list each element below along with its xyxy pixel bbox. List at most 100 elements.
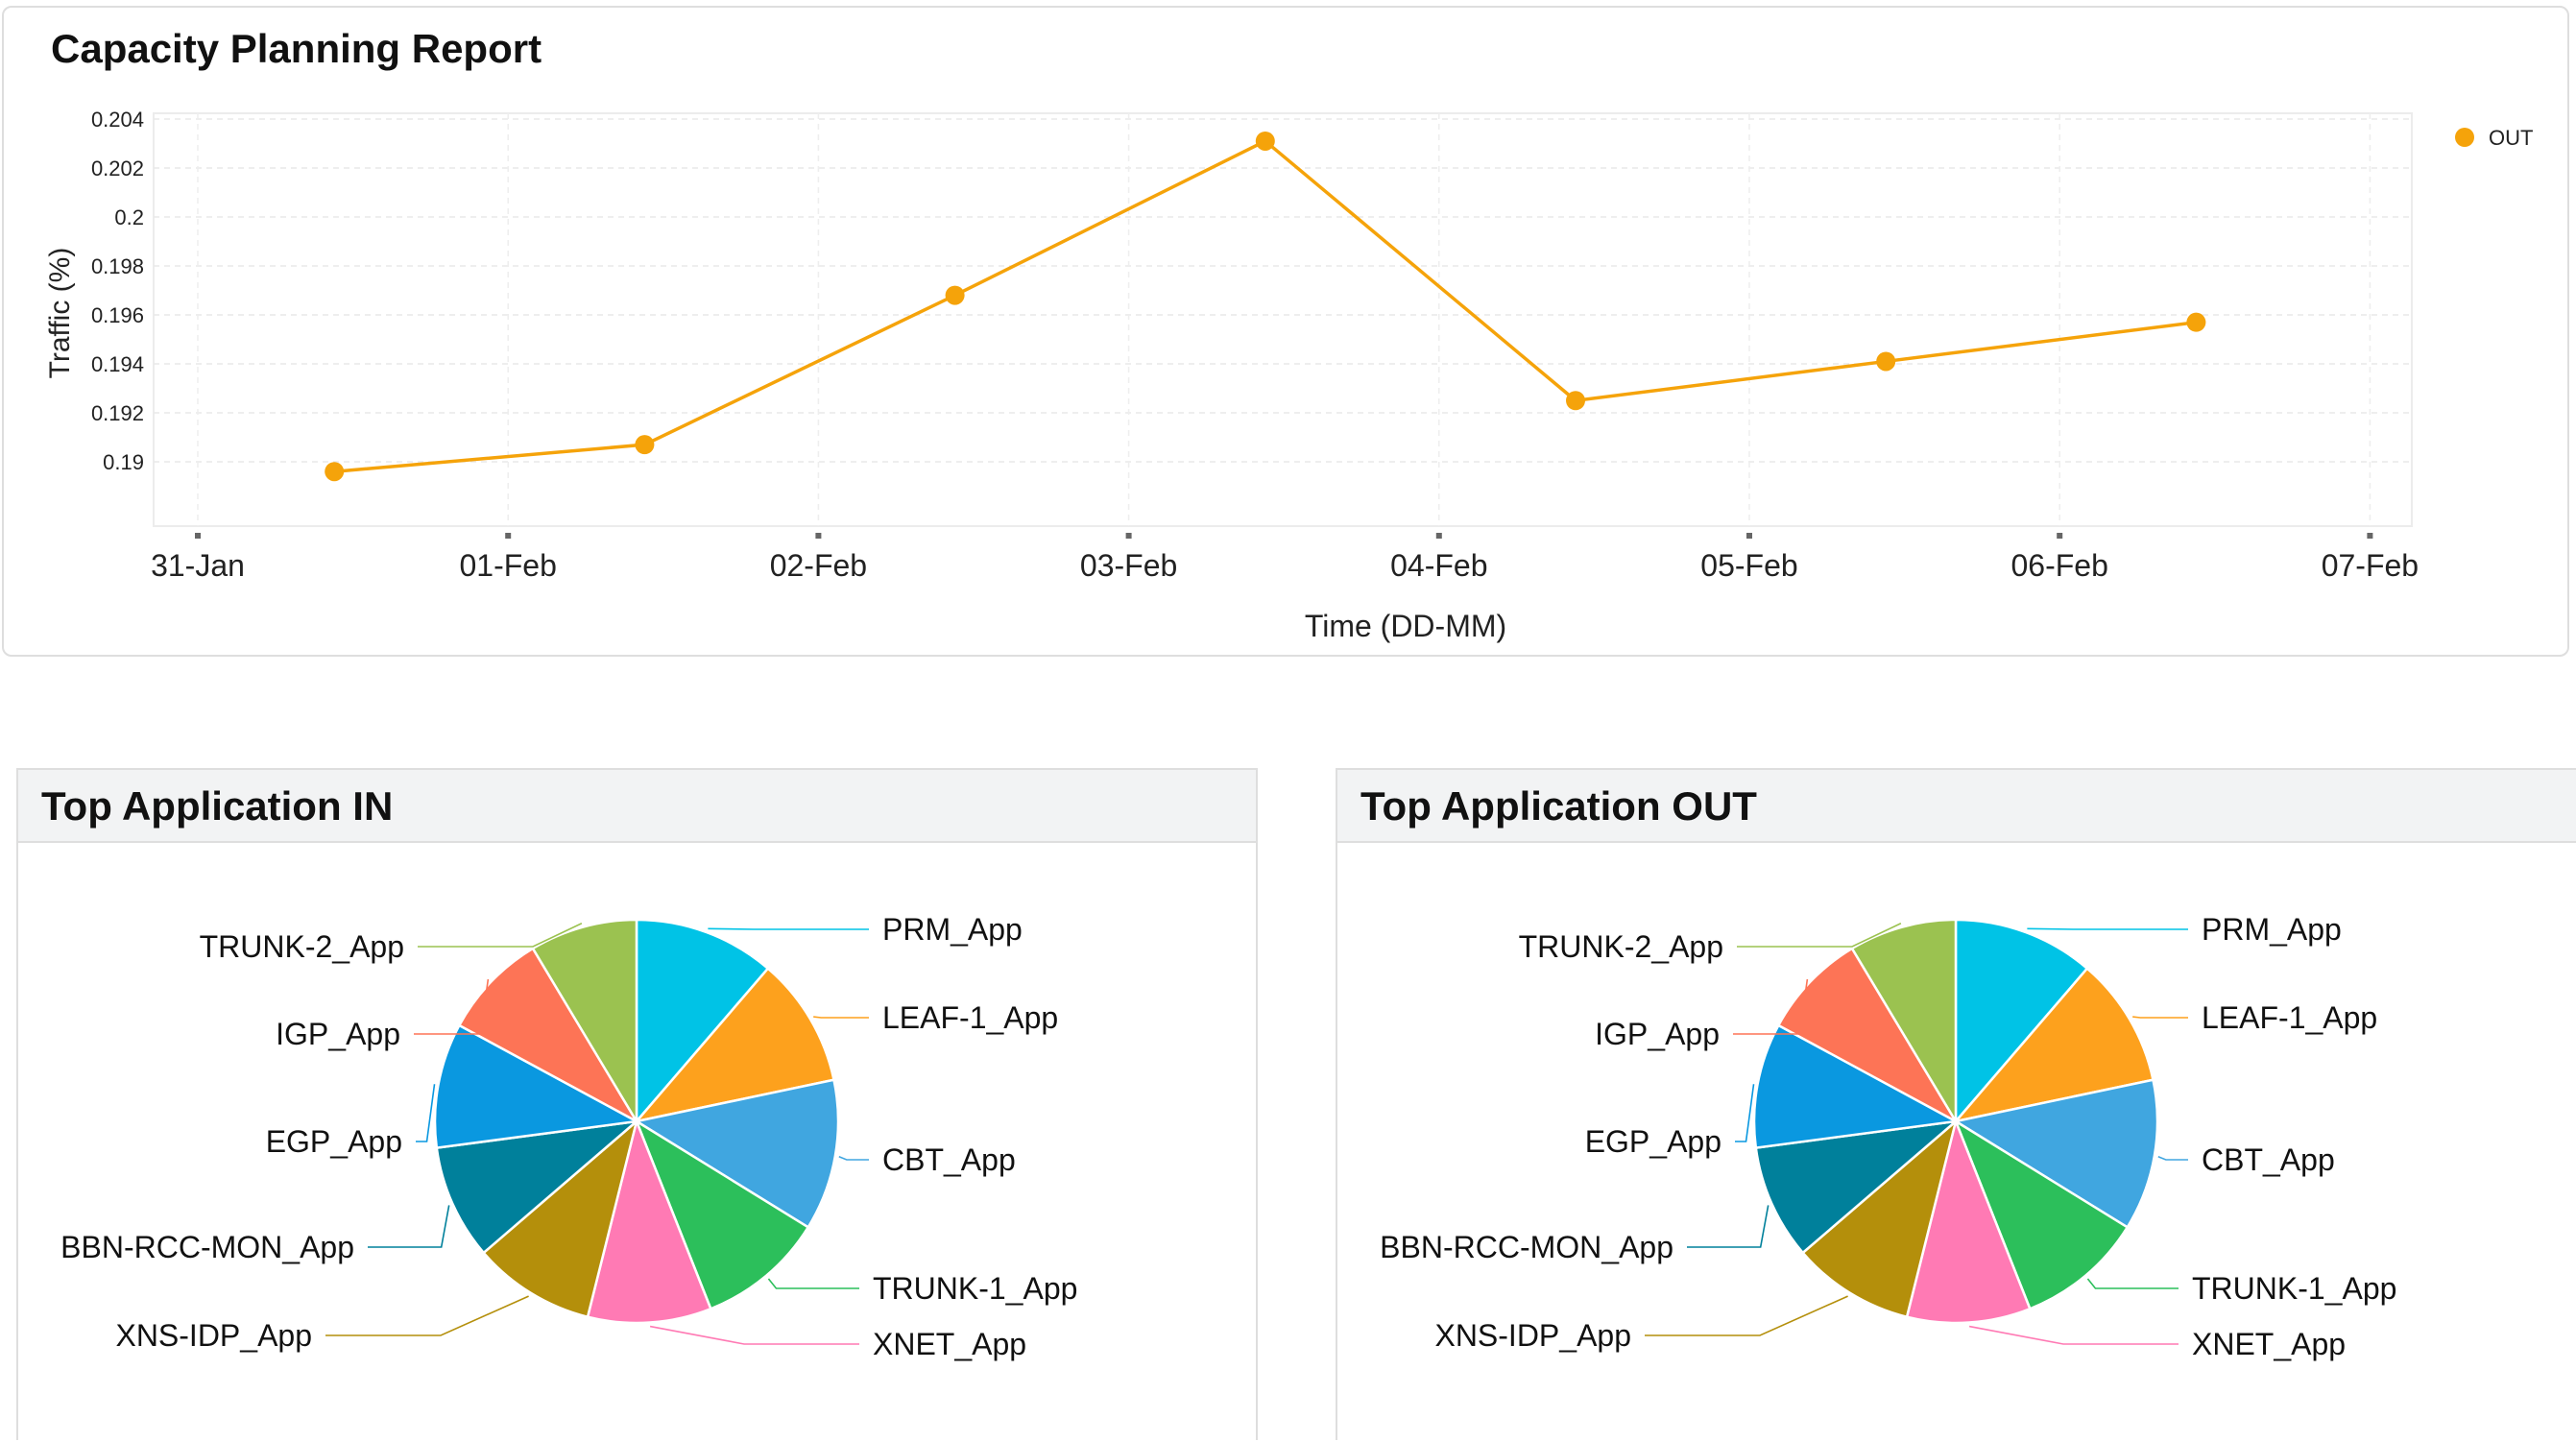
x-tick-label: 06-Feb [2011,548,2108,583]
data-point [1566,391,1586,411]
y-tick-label: 0.202 [91,156,144,180]
capacity-planning-panel: 0.19 0.192 0.194 0.196 0.198 0.2 0.202 0.204 31-… [2,6,2569,657]
x-axis-title: Time (DD-MM) [1305,609,1506,643]
pie-leader-line [2157,1156,2188,1161]
pie-label: PRM_App [882,912,1023,947]
pie-leader-line [2027,927,2188,930]
pie-label: XNS-IDP_App [115,1318,312,1353]
pie-label: TRUNK-1_App [2192,1271,2396,1306]
pie-leader-line [838,1156,869,1161]
x-tick-mark [1435,533,1442,539]
pie-label: IGP_App [1595,1017,1720,1051]
y-tick-label: 0.198 [91,254,144,278]
x-tick-label: 03-Feb [1080,548,1177,583]
pie-label: EGP_App [266,1124,402,1159]
pie-leader-line [813,1016,869,1019]
y-tick-label: 0.2 [114,205,144,229]
x-tick-mark [1125,533,1132,539]
pie-label: XNS-IDP_App [1434,1318,1631,1353]
data-point [1876,351,1896,372]
top-application-in-pie-chart: PRM_App LEAF-1_App CBT_App TRUNK-1_App XNET_… [60,912,1077,1361]
pie-label: EGP_App [1585,1124,1721,1159]
series-line-out [334,139,2197,473]
data-point [945,285,965,305]
pie-leader-line [767,1278,859,1289]
pie-label: BBN-RCC-MON_App [60,1230,354,1264]
pie-slice [457,947,640,1125]
x-tick-mark [2367,533,2373,539]
top-application-out-header: Top Application OUT [1337,770,2576,843]
pie-slice [633,966,835,1123]
y-tick-label: 0.19 [103,450,144,474]
top-application-out-pie-chart: PRM_App LEAF-1_App CBT_App TRUNK-1_App XNET_… [1380,912,2396,1361]
pie-label: TRUNK-1_App [873,1271,1077,1306]
pie-leader-line [1735,1084,1755,1142]
pie-slice [481,1118,639,1319]
pie-label: CBT_App [882,1142,1016,1177]
pie-label: TRUNK-2_App [1519,929,1723,964]
pie-slice [1752,1023,1960,1150]
x-tick-mark [2057,533,2063,539]
pie-label: XNET_App [2192,1327,2346,1361]
pie-leader-line [2086,1278,2179,1289]
x-tick-label: 31-Jan [151,548,245,583]
x-tick-label: 01-Feb [460,548,557,583]
pie-slice [633,1078,840,1230]
y-axis-title: Traffic (%) [44,248,76,379]
pie-slice [1905,1117,2032,1325]
x-tick-mark [815,533,822,539]
pie-slice [634,1118,810,1310]
pie-slice [1850,918,1958,1126]
pie-label: LEAF-1_App [2202,1000,2377,1035]
top-application-out-panel: Top Application OUT PRM_App LEAF-1_App CBT… [1336,768,2576,1440]
pie-label: LEAF-1_App [882,1000,1058,1035]
pie-label: XNET_App [873,1327,1026,1361]
legend-marker-out [2455,128,2474,147]
pie-leader-line [1968,1325,2179,1345]
pie-slice [1952,1078,2159,1230]
top-application-in-header: Top Application IN [18,770,1256,843]
pie-slice [1953,1118,2130,1310]
y-tick-label: 0.196 [91,303,144,327]
plot-area [153,112,2413,527]
top-application-out-title: Top Application OUT [1360,783,1757,829]
pie-leader-line [325,1295,529,1336]
pie-slice [433,1023,640,1150]
pie-slice [435,1119,641,1255]
traffic-line-chart: 0.19 0.192 0.194 0.196 0.198 0.2 0.202 0.204 31-… [44,108,2533,643]
pie-label: IGP_App [276,1017,400,1051]
y-tick-label: 0.192 [91,401,144,425]
pie-label: CBT_App [2202,1142,2335,1177]
top-application-in-panel: Top Application IN PRM_App LEAF-1_App CBT_… [16,768,1258,1440]
x-tick-label: 04-Feb [1390,548,1487,583]
pie-leader-line [1737,923,1902,948]
pie-leader-line [2132,1016,2188,1019]
x-tick-mark [195,533,201,539]
pie-leader-line [1687,1205,1769,1248]
pie-label: BBN-RCC-MON_App [1380,1230,1673,1264]
pie-slice [1954,918,2089,1125]
pie-label: TRUNK-2_App [200,929,404,964]
pie-slice [1776,947,1960,1125]
pie-leader-line [708,927,869,930]
top-application-in-title: Top Application IN [41,783,394,829]
y-tick-label: 0.204 [91,108,144,132]
pie-slice [531,918,638,1126]
pie-leader-line [649,1325,859,1345]
capacity-panel-title: Capacity Planning Report [51,26,542,71]
pie-leader-line [1733,978,1809,1035]
x-tick-mark [1746,533,1752,539]
data-point [635,435,655,455]
pie-slice [1952,966,2155,1123]
pie-slice [1754,1119,1961,1255]
pie-leader-line [418,923,583,948]
x-tick-label: 02-Feb [770,548,867,583]
data-point [1255,131,1275,151]
x-tick-label: 07-Feb [2322,548,2419,583]
y-tick-label: 0.194 [91,352,144,376]
pie-leader-line [416,1084,436,1142]
data-point [2186,312,2206,332]
legend-label-out: OUT [2489,126,2533,150]
pie-slice [1800,1118,1959,1319]
x-tick-label: 05-Feb [1700,548,1797,583]
